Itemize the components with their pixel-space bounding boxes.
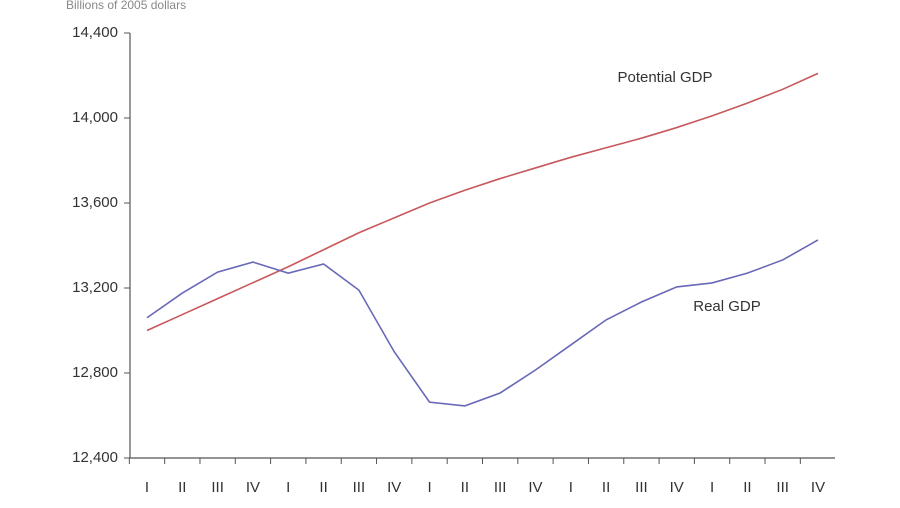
- y-tick-label: 14,400: [72, 24, 118, 41]
- x-tick-label: I: [569, 479, 573, 496]
- x-tick-label: III: [635, 479, 648, 496]
- x-tick-label: II: [319, 479, 327, 496]
- x-tick-label: I: [145, 479, 149, 496]
- series-label: Potential GDP: [617, 69, 712, 86]
- x-tick-label: IV: [811, 479, 825, 496]
- series-label: Real GDP: [693, 298, 761, 315]
- x-tick-label: II: [743, 479, 751, 496]
- y-tick-label: 13,200: [72, 279, 118, 296]
- y-tick-label: 14,000: [72, 109, 118, 126]
- x-tick-label: I: [710, 479, 714, 496]
- x-tick-label: IV: [387, 479, 401, 496]
- x-tick-label: IV: [528, 479, 542, 496]
- x-tick-label: IV: [246, 479, 260, 496]
- x-tick-label: III: [776, 479, 789, 496]
- x-tick-label: I: [286, 479, 290, 496]
- x-tick-label: II: [461, 479, 469, 496]
- series-line: [146, 72, 819, 332]
- x-tick-label: IV: [670, 479, 684, 496]
- y-tick-label: 12,800: [72, 364, 118, 381]
- series-line: [146, 239, 819, 407]
- y-tick-label: 12,400: [72, 449, 118, 466]
- x-tick-label: II: [602, 479, 610, 496]
- x-tick-label: III: [211, 479, 224, 496]
- x-tick-label: I: [427, 479, 431, 496]
- y-axis-label: Billions of 2005 dollars: [66, 0, 186, 12]
- y-tick-label: 13,600: [72, 194, 118, 211]
- x-tick-label: III: [494, 479, 507, 496]
- x-tick-label: II: [178, 479, 186, 496]
- x-tick-label: III: [353, 479, 366, 496]
